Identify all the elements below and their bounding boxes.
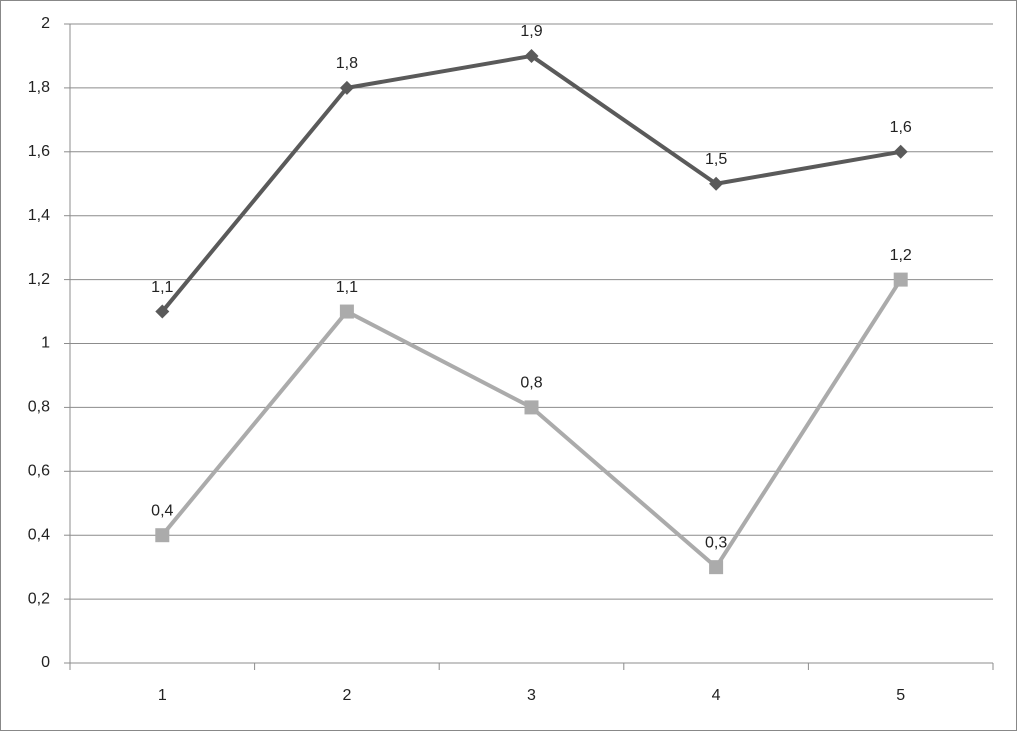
x-tick-label: 4: [712, 687, 721, 704]
point-marker: [155, 528, 170, 543]
y-tick-label: 2: [41, 15, 50, 32]
point-marker: [524, 400, 539, 415]
data-label: 0,4: [151, 502, 173, 519]
x-tick-label: 2: [342, 687, 351, 704]
data-label: 1,9: [520, 23, 542, 40]
point-marker: [339, 304, 354, 319]
point-marker: [524, 48, 539, 63]
data-label: 1,8: [336, 55, 358, 72]
data-label: 1,5: [705, 151, 727, 168]
x-tick-label: 1: [158, 687, 167, 704]
y-tick-label: 0: [41, 654, 50, 671]
point-marker: [709, 560, 724, 575]
point-marker: [155, 304, 170, 319]
point-marker: [709, 176, 724, 191]
y-tick-label: 1: [41, 335, 50, 352]
x-tick-label: 3: [527, 687, 536, 704]
data-label: 1,2: [890, 247, 912, 264]
y-tick-label: 1,6: [28, 143, 50, 160]
y-tick-label: 1,4: [28, 207, 50, 224]
point-marker: [893, 272, 908, 287]
data-label: 0,3: [705, 534, 727, 551]
x-tick-label: 5: [896, 687, 905, 704]
data-label: 0,8: [520, 375, 542, 392]
y-tick-label: 0,4: [28, 526, 50, 543]
y-tick-label: 1,2: [28, 271, 50, 288]
y-tick-label: 0,2: [28, 590, 50, 607]
y-tick-label: 0,8: [28, 399, 50, 416]
point-marker: [893, 144, 908, 159]
point-marker: [339, 80, 354, 95]
data-label: 1,1: [336, 279, 358, 296]
y-tick-label: 1,8: [28, 79, 50, 96]
data-label: 1,6: [890, 119, 912, 136]
data-label: 1,1: [151, 279, 173, 296]
y-tick-label: 0,6: [28, 463, 50, 480]
